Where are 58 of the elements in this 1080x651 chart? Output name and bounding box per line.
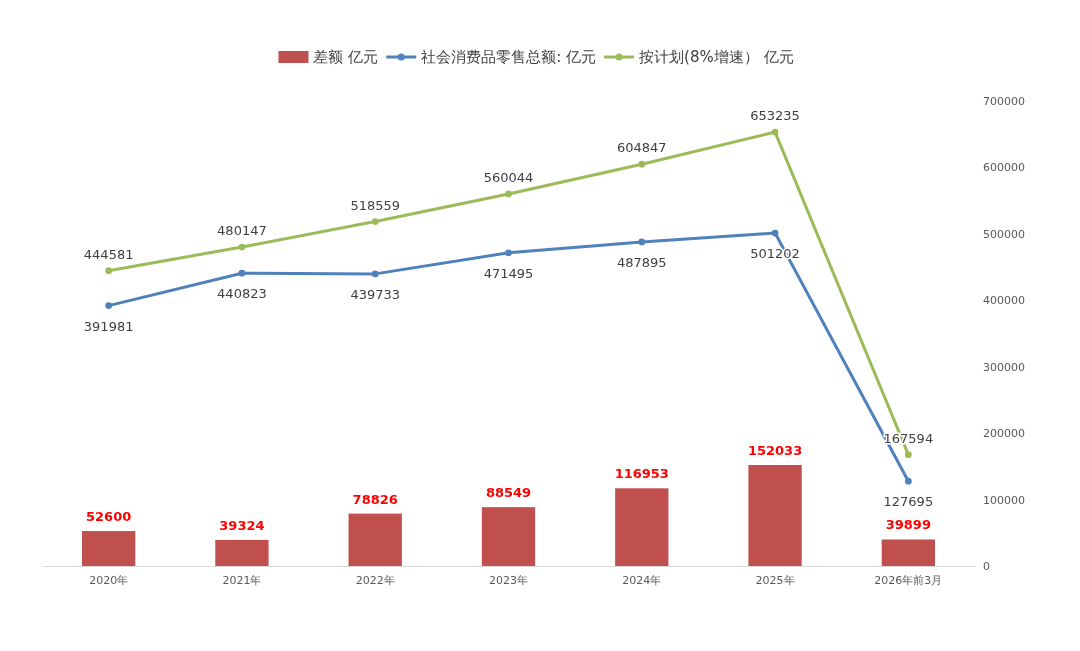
legend-label: 按计划(8%增速） 亿元 — [639, 48, 794, 66]
y-tick-label: 100000 — [983, 493, 1025, 507]
point — [638, 238, 646, 246]
data-label: 604847 — [616, 140, 667, 156]
data-label: 39324 — [219, 517, 265, 533]
bar — [615, 488, 669, 566]
bar — [748, 465, 802, 566]
point — [771, 229, 779, 237]
data-label: 116953 — [614, 466, 669, 482]
data-label: 391981 — [83, 318, 134, 334]
bar — [881, 539, 936, 566]
point — [904, 477, 912, 485]
legend-label: 差额 亿元 — [313, 48, 379, 66]
y-tick-label: 700000 — [983, 95, 1025, 109]
bar — [348, 513, 402, 566]
x-tick-label: 2021年 — [222, 573, 262, 587]
x-tick-label: 2023年 — [489, 573, 528, 587]
x-tick-label: 2026年前3月 — [874, 573, 943, 587]
x-tick-label: 2020年 — [89, 573, 129, 587]
point — [371, 270, 379, 278]
bar — [481, 507, 536, 566]
data-label: 440823 — [217, 286, 267, 302]
bar — [215, 539, 269, 566]
y-tick-label: 0 — [983, 560, 990, 574]
data-label: 152033 — [747, 443, 803, 459]
y-tick-label: 600000 — [983, 161, 1025, 175]
y-tick-label: 400000 — [983, 294, 1025, 308]
point — [371, 218, 379, 225]
point — [105, 267, 113, 275]
data-label: 653235 — [750, 108, 800, 124]
point — [638, 160, 646, 168]
data-label: 78826 — [352, 491, 398, 507]
data-label: 444581 — [83, 246, 134, 262]
data-label: 52600 — [86, 509, 132, 525]
x-tick-label: 2022年 — [355, 573, 395, 587]
y-tick-label: 200000 — [983, 427, 1025, 441]
data-label: 518559 — [350, 197, 401, 213]
bar — [81, 531, 136, 566]
point — [771, 128, 779, 136]
x-tick-label: 2024年 — [622, 573, 662, 587]
data-label: 471495 — [483, 265, 534, 281]
y-tick-label: 300000 — [983, 360, 1025, 374]
legend-label: 社会消费品零售总额: 亿元 — [421, 48, 597, 66]
data-label: 560044 — [483, 169, 534, 185]
point — [505, 190, 512, 198]
data-label: 88549 — [485, 485, 532, 501]
data-label: 480147 — [217, 223, 267, 239]
data-label: 39899 — [885, 517, 931, 533]
point — [505, 249, 512, 257]
data-label: 127695 — [883, 494, 934, 510]
y-tick-label: 500000 — [983, 227, 1025, 241]
data-label: 439733 — [350, 286, 401, 302]
data-label: 487895 — [616, 254, 667, 270]
x-tick-label: 2025年 — [755, 573, 795, 587]
point — [904, 451, 912, 459]
point — [105, 302, 113, 309]
point — [238, 269, 246, 277]
point — [238, 243, 246, 251]
